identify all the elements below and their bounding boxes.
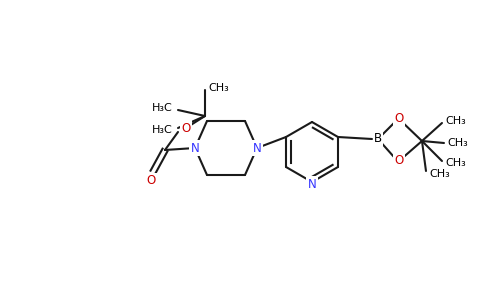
Text: CH₃: CH₃ [446, 158, 467, 168]
Text: N: N [191, 142, 199, 154]
Text: N: N [253, 142, 261, 154]
Text: CH₃: CH₃ [446, 116, 467, 126]
Text: H₃C: H₃C [151, 103, 172, 113]
Text: CH₃: CH₃ [448, 138, 469, 148]
Text: H₃C: H₃C [151, 125, 172, 135]
Text: N: N [308, 178, 317, 190]
Text: O: O [394, 112, 404, 125]
Text: CH₃: CH₃ [430, 169, 450, 179]
Text: O: O [394, 154, 404, 167]
Text: CH₃: CH₃ [209, 83, 229, 93]
Text: O: O [146, 175, 156, 188]
Text: B: B [374, 133, 382, 146]
Text: O: O [182, 122, 191, 134]
